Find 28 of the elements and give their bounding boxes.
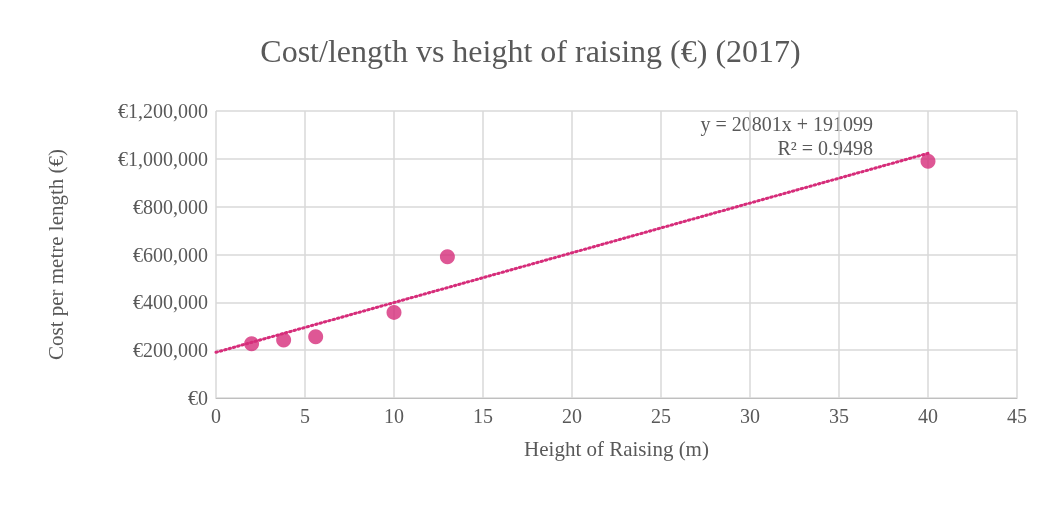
y-tick-label: €1,000,000 (118, 147, 208, 170)
x-tick-label: 5 (300, 405, 310, 427)
point (386, 304, 402, 320)
x-tick-label: 30 (740, 405, 760, 427)
point (276, 332, 292, 348)
chart-title: Cost/length vs height of raising (€) (2017) (260, 33, 801, 69)
x-tick-label: 35 (829, 405, 849, 427)
point (439, 249, 455, 265)
y-tick-label: €0 (188, 387, 208, 409)
point (920, 153, 936, 169)
y-tick-label: €1,200,000 (118, 100, 208, 122)
x-tick-label: 15 (473, 405, 493, 427)
point (244, 336, 260, 352)
y-tick-label: €200,000 (133, 339, 208, 362)
annotation: y = 20801x + 191099 (700, 113, 873, 136)
y-axis-title: Cost per metre length (€) (43, 148, 68, 361)
x-tick-label: 10 (384, 405, 404, 427)
x-tick-label: 25 (651, 405, 671, 427)
annotation: R² = 0.9498 (777, 137, 873, 159)
x-tick-label: 40 (918, 405, 938, 427)
y-tick-label: €800,000 (133, 195, 208, 218)
x-tick-label: 45 (1007, 405, 1027, 427)
point (308, 329, 324, 345)
x-tick-label: 20 (562, 405, 582, 427)
y-tick-label: €400,000 (133, 291, 208, 314)
y-tick-label: €600,000 (133, 243, 208, 266)
x-tick-label: 0 (211, 405, 221, 427)
x-axis-title: Height of Raising (m) (524, 436, 709, 461)
